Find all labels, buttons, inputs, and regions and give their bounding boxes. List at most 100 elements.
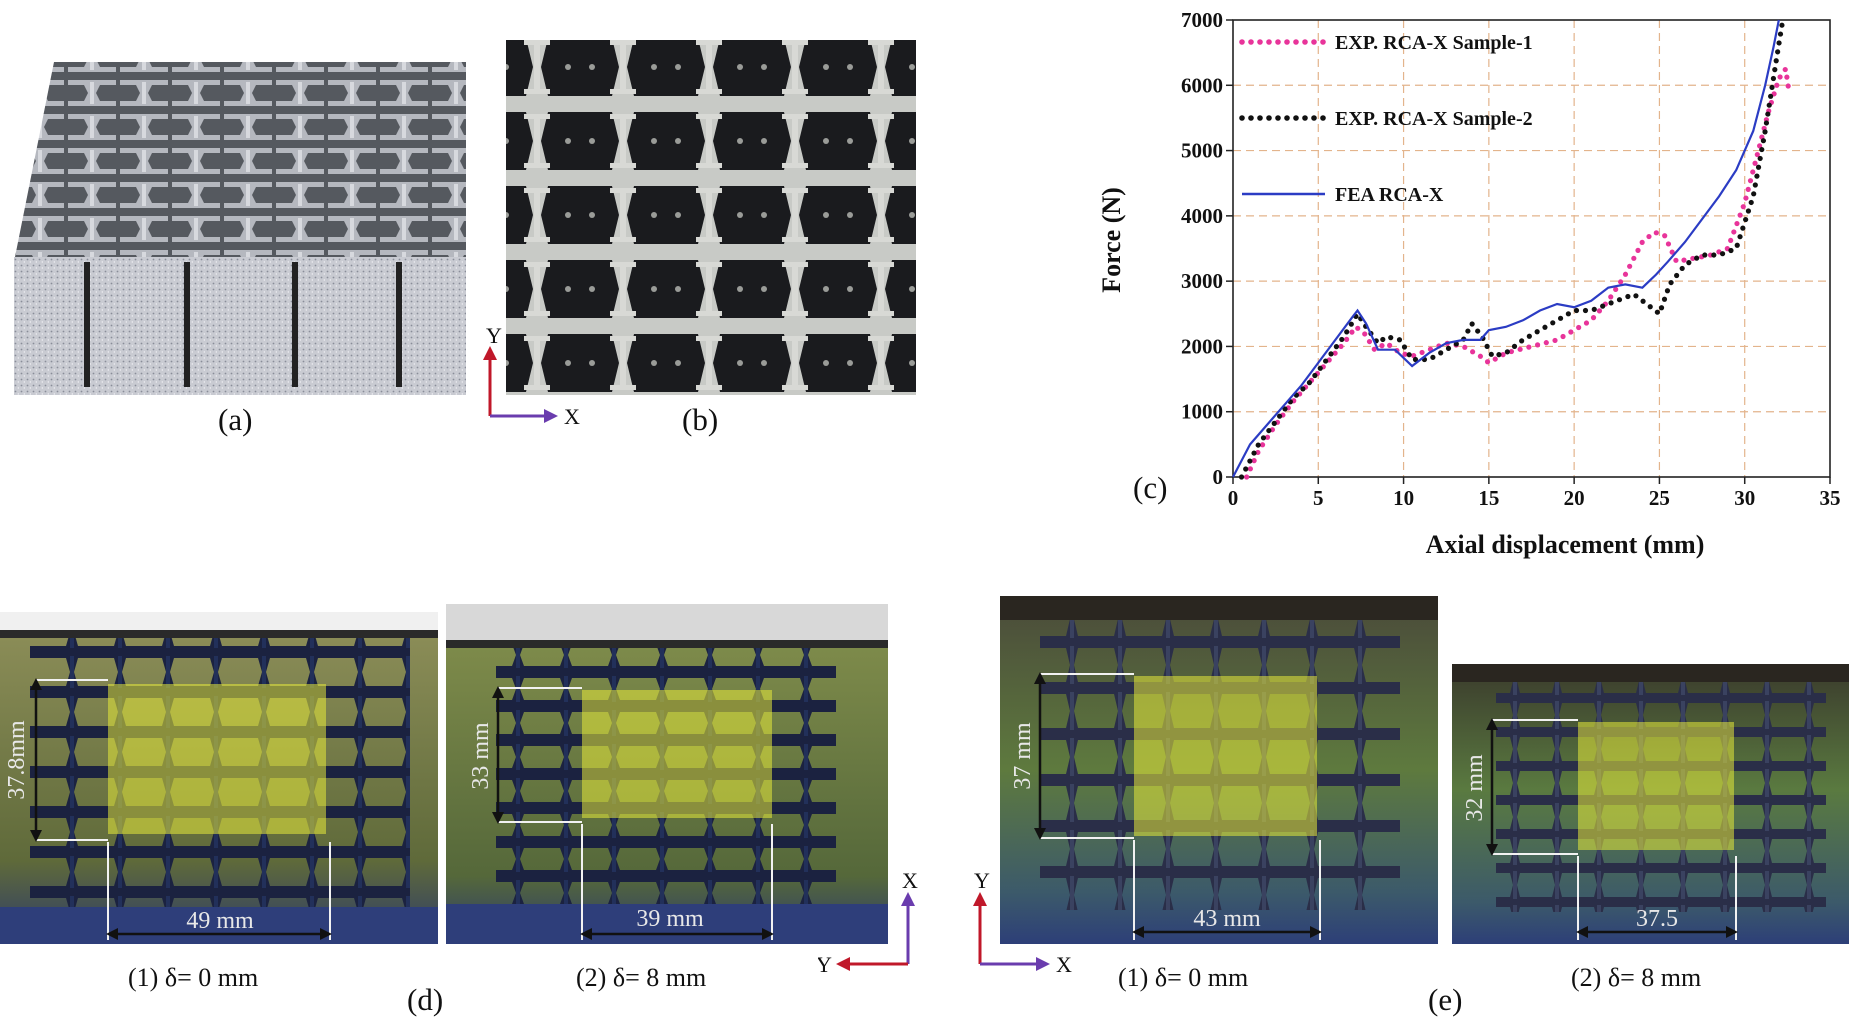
data-point [1759,146,1765,153]
data-point [1312,372,1318,379]
data-point [1251,450,1257,456]
arrow-right-icon [544,409,558,423]
x-tick-label: 15 [1478,486,1499,510]
legend-marker [1239,39,1245,45]
data-point [1277,413,1283,419]
y-tick-label: 3000 [1181,269,1223,293]
series-2 [1238,22,1785,480]
data-point [1635,247,1641,253]
y-tick-label: 1000 [1181,400,1223,424]
data-point [1504,349,1510,355]
data-point [1590,315,1597,321]
data-point [1690,255,1696,262]
data-point [1565,311,1571,317]
data-point [1779,22,1785,28]
data-point [1768,93,1774,99]
arrow-up-icon [483,346,497,360]
data-point [1387,342,1393,348]
force-displacement-chart: 0 5 10 15 20 25 30 35 0 1000 2000 3000 4000 5000 6000 7… [1097,8,1841,559]
legend-marker [1293,115,1299,121]
data-point [1647,304,1653,310]
data-point [1557,315,1564,321]
data-point [1616,297,1623,303]
data-point [1543,340,1549,346]
data-point [1751,191,1757,197]
data-point [1526,344,1532,350]
data-point [1748,199,1754,206]
x-tick-label: 5 [1313,486,1324,510]
deformation-photo-e2: 32 mm 37.5 [1452,664,1849,944]
data-point [1496,352,1502,358]
data-point [1306,380,1313,386]
data-point [1362,331,1368,337]
legend-marker [1266,39,1272,45]
y-tick-label: 2000 [1181,334,1223,358]
data-point [1339,336,1345,343]
data-point [1438,350,1444,356]
data-point [1694,255,1700,261]
dim-horizontal-e1: 43 mm [1193,906,1261,932]
data-point [1770,75,1777,82]
data-point [1745,208,1752,214]
x-tick-label: 30 [1734,486,1755,510]
data-point [1462,344,1468,350]
data-point [1475,328,1481,334]
data-point [1526,333,1532,339]
data-point [1639,239,1645,245]
data-point [1653,230,1659,236]
deformation-photo-d1: 37.8mm 49 mm [0,612,438,944]
data-point [1745,186,1751,192]
data-point [1772,67,1778,73]
data-point [1669,249,1675,255]
data-point [1492,356,1498,362]
data-point [1238,474,1245,480]
dim-horizontal-d1: 49 mm [186,908,254,934]
data-point [1244,474,1250,480]
data-point [1401,344,1408,350]
data-point [1379,343,1385,349]
data-point [1255,442,1261,448]
legend-marker [1320,39,1326,45]
legend-marker [1266,115,1272,121]
data-point [1740,225,1746,231]
data-point [1264,434,1271,440]
data-point [1686,260,1692,266]
legend-label: EXP. RCA-X Sample-2 [1335,108,1533,130]
data-point [1625,293,1631,300]
caption-b: (b) [682,402,719,437]
data-point [1402,351,1408,357]
y-tick-label: 4000 [1181,204,1223,228]
data-point [1550,320,1556,326]
data-point [1776,40,1782,46]
dim-vertical-e2: 32 mm [1462,754,1488,822]
legend-label: FEA RCA-X [1335,184,1444,206]
chart-series [1232,19,1791,480]
subcaption-d2: (2) δ= 8 mm [576,963,707,992]
data-point [1484,343,1490,349]
data-point [1596,308,1603,314]
data-point [1743,195,1749,201]
data-point [1333,344,1339,350]
data-point [1633,293,1639,299]
data-point [1282,406,1288,412]
data-point [1411,353,1417,359]
lattice-front-photo [494,30,924,400]
arrow-left-icon [836,957,850,971]
data-point [1760,138,1767,144]
data-point [1488,351,1494,357]
caption-c: (c) [1133,470,1168,505]
legend-marker [1239,115,1245,121]
subcaption-d1: (1) δ= 0 mm [128,963,259,992]
data-point [1711,252,1717,258]
data-point [1332,350,1338,356]
data-point [1762,129,1768,135]
data-point [1775,49,1781,55]
data-point [1251,458,1257,464]
data-point [1266,427,1272,434]
data-point [1260,435,1267,441]
data-point [1728,237,1734,244]
data-point [1769,84,1775,91]
x-tick-label: 0 [1228,486,1239,510]
data-point [1366,338,1373,345]
data-point [1560,333,1566,340]
